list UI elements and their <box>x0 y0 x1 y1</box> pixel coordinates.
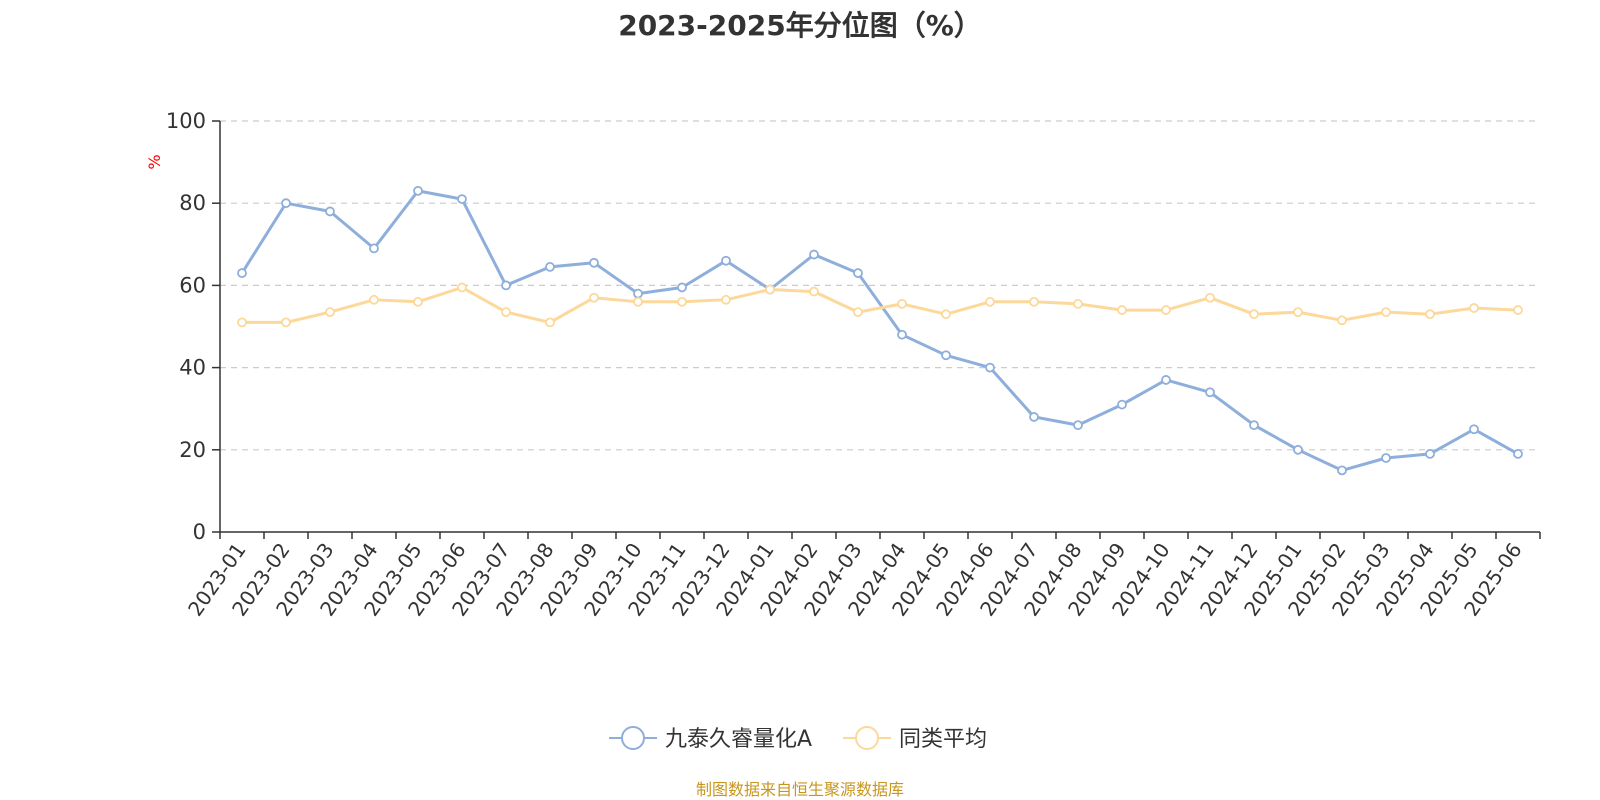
data-point <box>1073 420 1083 431</box>
data-point <box>369 294 379 305</box>
data-point <box>457 194 467 204</box>
line-chart: % 0204060801002023-012023-022023-032023-… <box>145 109 1541 752</box>
data-point <box>501 280 511 291</box>
chart-title: 2023-2025年分位图（%） <box>618 9 982 42</box>
data-point <box>1469 303 1479 313</box>
data-point <box>1293 444 1303 455</box>
legend-label: 同类平均 <box>899 727 987 752</box>
y-tick-label: 20 <box>179 438 206 462</box>
data-point <box>1205 387 1215 398</box>
data-point <box>985 296 995 307</box>
y-tick-label: 60 <box>179 273 206 297</box>
y-tick-label: 40 <box>179 356 206 380</box>
data-point <box>941 309 951 320</box>
legend-marker <box>855 726 879 750</box>
data-point <box>1029 412 1039 422</box>
data-point <box>1117 305 1127 315</box>
y-tick-label: 100 <box>166 109 206 133</box>
data-point <box>1381 307 1391 318</box>
data-point <box>1337 315 1347 326</box>
y-axis-unit-label: % <box>145 154 164 169</box>
series-line <box>242 286 1519 324</box>
legend: 九泰久睿量化A 同类平均 <box>609 726 987 752</box>
data-point <box>589 257 599 268</box>
axes: % 0204060801002023-012023-022023-032023-… <box>145 109 1541 620</box>
data-point <box>1381 453 1391 463</box>
data-point <box>1161 305 1171 315</box>
data-point <box>1425 309 1435 320</box>
data-point <box>237 317 247 328</box>
data-point <box>897 298 907 309</box>
data-point <box>457 282 467 293</box>
data-point <box>721 255 731 266</box>
data-point <box>853 307 863 318</box>
data-point <box>501 307 511 318</box>
data-point <box>237 268 247 278</box>
data-point <box>281 317 291 328</box>
series-line <box>240 189 1519 472</box>
data-point <box>677 296 687 307</box>
data-point <box>1117 399 1127 410</box>
data-point <box>1249 420 1259 431</box>
y-tick-label: 0 <box>193 520 206 544</box>
data-point <box>281 198 291 209</box>
data-point <box>325 206 335 217</box>
data-point <box>413 185 423 196</box>
data-point <box>1425 449 1435 459</box>
data-point <box>633 288 643 299</box>
y-tick-label: 80 <box>179 191 206 215</box>
data-point <box>589 292 599 303</box>
data-point <box>1161 375 1171 385</box>
grid-lines <box>220 120 1540 451</box>
data-point <box>853 268 863 278</box>
data-point <box>1513 305 1523 315</box>
data-point <box>369 243 379 254</box>
data-point <box>1205 292 1215 303</box>
data-point <box>1073 298 1083 309</box>
data-point <box>941 350 951 361</box>
data-point <box>985 362 995 373</box>
data-point <box>1337 465 1347 476</box>
data-point <box>809 249 819 260</box>
legend-marker <box>621 726 645 750</box>
data-point <box>413 296 423 307</box>
data-point <box>545 262 555 272</box>
data-point <box>1513 449 1523 459</box>
series-lines <box>237 185 1523 476</box>
legend-label: 九泰久睿量化A <box>665 727 812 752</box>
data-point <box>1249 309 1259 320</box>
data-point <box>809 286 819 297</box>
data-point <box>1469 424 1479 435</box>
data-point <box>325 307 335 318</box>
data-point <box>765 284 775 295</box>
data-point <box>633 296 643 307</box>
data-point <box>1029 296 1039 307</box>
data-point <box>545 317 555 328</box>
data-point <box>721 294 731 305</box>
data-point <box>1293 307 1303 318</box>
data-point <box>897 329 907 340</box>
data-source-footer: 制图数据来自恒生聚源数据库 <box>695 780 904 799</box>
data-point <box>677 282 687 293</box>
